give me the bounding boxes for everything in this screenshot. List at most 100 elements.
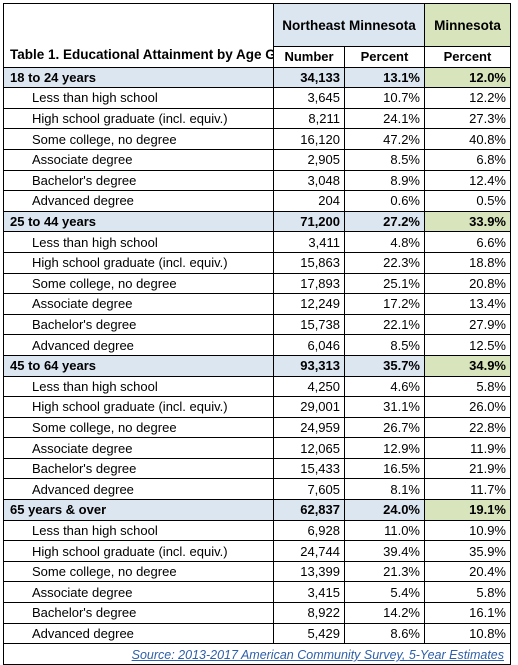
region-number: 8,922 xyxy=(273,602,345,624)
education-level-label: Advanced degree xyxy=(3,334,274,356)
age-group-percent: 35.7% xyxy=(344,354,425,377)
age-group-number: 93,313 xyxy=(273,354,345,377)
state-percent: 10.8% xyxy=(424,622,511,645)
state-percent: 5.8% xyxy=(424,581,511,604)
table-row: Bachelor's degree 15,433 16.5% 21.9% xyxy=(3,457,511,480)
age-group-percent: 27.2% xyxy=(344,210,425,233)
region-percent: 11.0% xyxy=(344,519,425,542)
state-percent: 11.9% xyxy=(424,437,511,459)
state-percent: 12.4% xyxy=(424,169,511,192)
education-level-label: High school graduate (incl. equiv.) xyxy=(3,540,274,562)
region-percent: 4.8% xyxy=(344,231,425,253)
state-header: Minnesota xyxy=(424,3,511,47)
region-number: 3,411 xyxy=(273,231,345,253)
region-number: 15,863 xyxy=(273,251,345,274)
region-percent: 17.2% xyxy=(344,293,425,315)
table-title: Table 1. Educational Attainment by Age G… xyxy=(3,3,274,68)
region-percent: 22.1% xyxy=(344,313,425,336)
region-percent: 4.6% xyxy=(344,375,425,398)
state-percent: 21.9% xyxy=(424,457,511,480)
age-group-label: 25 to 44 years xyxy=(3,210,274,233)
age-group-number: 62,837 xyxy=(273,499,345,521)
state-percent: 6.8% xyxy=(424,148,511,171)
table-row: Less than high school 3,645 10.7% 12.2% xyxy=(3,87,511,109)
age-group-row: 45 to 64 years 93,313 35.7% 34.9% xyxy=(3,354,511,377)
table-row: Some college, no degree 16,120 47.2% 40.8% xyxy=(3,128,511,150)
age-group-label: 18 to 24 years xyxy=(3,66,274,89)
table-row: Some college, no degree 13,399 21.3% 20.4% xyxy=(3,560,511,583)
state-percent: 27.3% xyxy=(424,107,511,130)
region-number: 8,211 xyxy=(273,107,345,130)
region-percent: 21.3% xyxy=(344,560,425,583)
region-number: 24,744 xyxy=(273,540,345,562)
table-row: Some college, no degree 24,959 26.7% 22.8% xyxy=(3,416,511,439)
region-percent: 25.1% xyxy=(344,272,425,295)
state-percent: 35.9% xyxy=(424,540,511,562)
table-row: Bachelor's degree 3,048 8.9% 12.4% xyxy=(3,169,511,192)
education-level-label: Associate degree xyxy=(3,581,274,604)
region-percent: 16.5% xyxy=(344,457,425,480)
number-column-header: Number xyxy=(273,46,345,68)
state-percent-column-header: Percent xyxy=(424,46,511,68)
table-row: Associate degree 2,905 8.5% 6.8% xyxy=(3,148,511,171)
region-percent: 8.6% xyxy=(344,622,425,645)
state-percent: 20.8% xyxy=(424,272,511,295)
age-group-state-percent: 12.0% xyxy=(424,66,511,89)
region-percent: 0.6% xyxy=(344,190,425,212)
age-group-state-percent: 19.1% xyxy=(424,499,511,521)
table-row: Advanced degree 6,046 8.5% 12.5% xyxy=(3,334,511,356)
state-percent: 26.0% xyxy=(424,396,511,418)
education-level-label: Some college, no degree xyxy=(3,128,274,150)
region-percent: 8.9% xyxy=(344,169,425,192)
region-percent: 5.4% xyxy=(344,581,425,604)
table-row: Associate degree 12,065 12.9% 11.9% xyxy=(3,437,511,459)
education-level-label: High school graduate (incl. equiv.) xyxy=(3,107,274,130)
region-number: 204 xyxy=(273,190,345,212)
region-number: 12,249 xyxy=(273,293,345,315)
education-level-label: Less than high school xyxy=(3,375,274,398)
education-level-label: Some college, no degree xyxy=(3,272,274,295)
table-body: 18 to 24 years 34,133 13.1% 12.0% Less than … xyxy=(3,66,511,645)
table-row: Less than high school 3,411 4.8% 6.6% xyxy=(3,231,511,253)
table-row: Some college, no degree 17,893 25.1% 20.8% xyxy=(3,272,511,295)
region-percent: 39.4% xyxy=(344,540,425,562)
region-percent: 24.1% xyxy=(344,107,425,130)
region-number: 2,905 xyxy=(273,148,345,171)
age-group-row: 25 to 44 years 71,200 27.2% 33.9% xyxy=(3,210,511,233)
state-percent: 27.9% xyxy=(424,313,511,336)
state-percent: 16.1% xyxy=(424,602,511,624)
state-percent: 18.8% xyxy=(424,251,511,274)
table-row: Less than high school 6,928 11.0% 10.9% xyxy=(3,519,511,542)
education-level-label: Associate degree xyxy=(3,293,274,315)
table-row: High school graduate (incl. equiv.) 8,211… xyxy=(3,107,511,130)
region-percent: 31.1% xyxy=(344,396,425,418)
region-number: 12,065 xyxy=(273,437,345,459)
region-percent: 10.7% xyxy=(344,87,425,109)
state-percent: 13.4% xyxy=(424,293,511,315)
region-percent: 12.9% xyxy=(344,437,425,459)
region-number: 6,046 xyxy=(273,334,345,356)
education-level-label: Associate degree xyxy=(3,148,274,171)
age-group-row: 65 years & over 62,837 24.0% 19.1% xyxy=(3,499,511,521)
region-number: 4,250 xyxy=(273,375,345,398)
education-level-label: Bachelor's degree xyxy=(3,602,274,624)
region-number: 7,605 xyxy=(273,478,345,501)
age-group-percent: 13.1% xyxy=(344,66,425,89)
source-note[interactable]: Source: 2013-2017 American Community Sur… xyxy=(3,643,511,665)
education-level-label: Bachelor's degree xyxy=(3,169,274,192)
region-number: 15,738 xyxy=(273,313,345,336)
table-row: High school graduate (incl. equiv.) 15,86… xyxy=(3,251,511,274)
region-number: 3,048 xyxy=(273,169,345,192)
region-percent: 8.1% xyxy=(344,478,425,501)
age-group-label: 65 years & over xyxy=(3,499,274,521)
age-group-state-percent: 34.9% xyxy=(424,354,511,377)
table-row: Advanced degree 204 0.6% 0.5% xyxy=(3,190,511,212)
region-percent: 47.2% xyxy=(344,128,425,150)
region-percent: 8.5% xyxy=(344,148,425,171)
age-group-state-percent: 33.9% xyxy=(424,210,511,233)
education-level-label: Bachelor's degree xyxy=(3,457,274,480)
region-percent: 14.2% xyxy=(344,602,425,624)
region-number: 5,429 xyxy=(273,622,345,645)
state-percent: 40.8% xyxy=(424,128,511,150)
region-number: 16,120 xyxy=(273,128,345,150)
